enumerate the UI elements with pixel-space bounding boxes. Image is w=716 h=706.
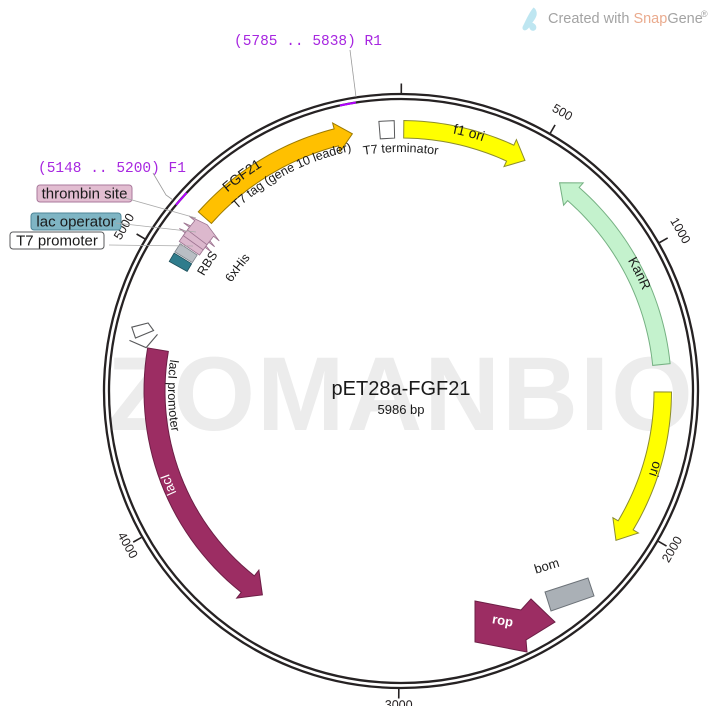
svg-text:pET28a-FGF21: pET28a-FGF21 — [332, 378, 471, 400]
svg-text:bom: bom — [532, 555, 561, 577]
svg-text:®: ® — [701, 9, 708, 19]
svg-text:2000: 2000 — [659, 534, 685, 565]
svg-text:6xHis: 6xHis — [222, 251, 252, 285]
svg-text:T7 terminator: T7 terminator — [362, 141, 439, 158]
svg-text:1000: 1000 — [667, 215, 693, 246]
svg-text:4000: 4000 — [115, 530, 141, 561]
svg-text:(5785 .. 5838) R1: (5785 .. 5838) R1 — [234, 34, 382, 50]
svg-text:T7 promoter: T7 promoter — [16, 233, 98, 250]
svg-text:(5148 .. 5200) F1: (5148 .. 5200) F1 — [38, 161, 186, 177]
svg-text:5986 bp: 5986 bp — [378, 402, 425, 417]
svg-text:500: 500 — [550, 101, 575, 124]
svg-text:3000: 3000 — [385, 698, 413, 706]
svg-text:lac operator: lac operator — [36, 214, 115, 231]
svg-text:thrombin site: thrombin site — [42, 186, 128, 203]
svg-text:Created with SnapGene: Created with SnapGene — [548, 11, 703, 27]
